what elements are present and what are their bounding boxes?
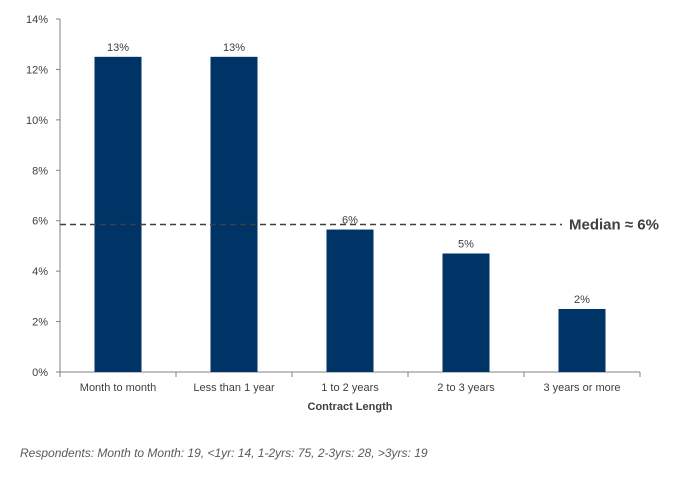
bar — [326, 229, 374, 372]
x-axis: Month to month Less than 1 year 1 to 2 yea… — [59, 371, 641, 394]
bar — [558, 308, 606, 372]
bar — [210, 56, 258, 372]
data-label: 13% — [107, 42, 129, 54]
median-line-group: Median ≈ 6% — [60, 216, 659, 233]
data-label: 2% — [574, 294, 590, 306]
data-label: 13% — [223, 42, 245, 54]
bar — [442, 253, 490, 372]
respondents-footnote: Respondents: Month to Month: 19, <1yr: 1… — [20, 446, 428, 460]
median-label: Median ≈ 6% — [569, 216, 659, 233]
data-label: 5% — [458, 238, 474, 250]
x-tick-label: Month to month — [80, 382, 156, 394]
y-tick-label: 12% — [26, 64, 48, 76]
y-tick-label: 6% — [32, 216, 48, 228]
bar — [94, 56, 142, 372]
y-tick-label: 2% — [32, 317, 48, 329]
y-tick-label: 8% — [32, 165, 48, 177]
x-tick-label: 2 to 3 years — [437, 382, 495, 394]
x-tick-label: Less than 1 year — [193, 382, 275, 394]
y-tick-label: 10% — [26, 115, 48, 127]
y-tick-label: 4% — [32, 266, 48, 278]
data-labels: 13% 13% 6% 5% 2% — [107, 42, 590, 306]
bars — [94, 56, 606, 372]
x-tick-label: 1 to 2 years — [321, 382, 379, 394]
y-tick-label: 14% — [26, 14, 48, 26]
data-label: 6% — [342, 215, 358, 227]
x-axis-title: Contract Length — [308, 401, 393, 413]
x-tick-label: 3 years or more — [543, 382, 620, 394]
y-tick-label: 0% — [32, 367, 48, 379]
y-axis: 0% 2% 4% 6% 8% 10% 12% 14% — [26, 14, 61, 379]
